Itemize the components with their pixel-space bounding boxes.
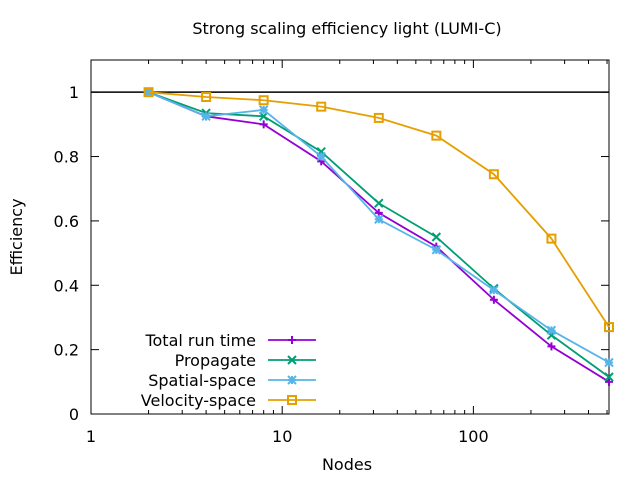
data-point (489, 285, 499, 295)
data-point (546, 325, 557, 336)
data-point (605, 377, 613, 386)
x-axis-label: Nodes (322, 455, 372, 474)
marker-shape (258, 105, 269, 115)
legend-marker (288, 336, 296, 344)
data-point (547, 342, 556, 351)
data-point (258, 95, 269, 106)
data-point (316, 151, 326, 162)
marker-shape (374, 214, 384, 225)
marker-shape (316, 101, 327, 112)
legend-label: Velocity-space (141, 391, 256, 410)
marker-shape (143, 87, 154, 98)
marker-shape (431, 232, 442, 242)
data-point (431, 245, 442, 255)
marker-shape (489, 285, 499, 295)
y-tick-label: 0.8 (54, 148, 79, 167)
y-tick-label: 0.2 (54, 341, 79, 360)
legend-label: Spatial-space (148, 371, 256, 390)
data-point (431, 130, 442, 141)
plot-frame (90, 59, 610, 415)
marker-shape (373, 112, 384, 123)
series-line-2 (148, 91, 610, 364)
marker-shape (201, 92, 212, 103)
marker-shape (547, 342, 556, 351)
marker-shape (287, 375, 297, 385)
marker-shape (201, 111, 211, 122)
series-line-3 (148, 91, 610, 328)
marker-shape (316, 151, 326, 162)
marker-shape (546, 233, 557, 244)
marker-shape (489, 295, 498, 304)
x-tick-label: 10 (272, 427, 292, 446)
marker-shape (374, 198, 384, 208)
data-point (431, 232, 442, 242)
marker-shape (258, 95, 269, 106)
x-tick-label: 1 (86, 427, 96, 446)
data-point (604, 357, 614, 368)
marker-shape (431, 130, 442, 141)
y-tick-label: 0.4 (54, 276, 79, 295)
data-point (258, 105, 269, 115)
y-tick-label: 1 (69, 83, 79, 102)
data-point (316, 101, 327, 112)
data-point (546, 233, 557, 244)
legend-marker (287, 375, 297, 385)
marker-shape (546, 325, 557, 336)
y-axis-label: Efficiency (7, 198, 26, 275)
data-point (259, 120, 268, 129)
data-point (143, 87, 154, 98)
marker-shape (604, 357, 614, 368)
legend-label: Total run time (144, 331, 256, 350)
x-tick-label: 100 (458, 427, 489, 446)
marker-shape (488, 169, 499, 180)
y-tick-label: 0 (69, 405, 79, 424)
marker-shape (288, 336, 296, 344)
data-point (489, 295, 498, 304)
data-point (374, 214, 384, 225)
marker-shape (287, 395, 297, 405)
marker-shape (287, 355, 297, 365)
data-point (604, 322, 614, 333)
chart-title: Strong scaling efficiency light (LUMI-C) (192, 19, 501, 38)
data-point (488, 169, 499, 180)
legend-label: Propagate (175, 351, 256, 370)
data-point (604, 372, 614, 382)
data-point (201, 111, 211, 122)
marker-shape (604, 372, 614, 382)
data-point (373, 112, 384, 123)
y-tick-label: 0.6 (54, 212, 79, 231)
data-point (201, 92, 212, 103)
marker-shape (605, 377, 613, 386)
data-point (374, 198, 384, 208)
marker-shape (604, 322, 614, 333)
legend-marker (287, 395, 297, 405)
marker-shape (431, 245, 442, 255)
legend-marker (287, 355, 297, 365)
marker-shape (259, 120, 268, 129)
